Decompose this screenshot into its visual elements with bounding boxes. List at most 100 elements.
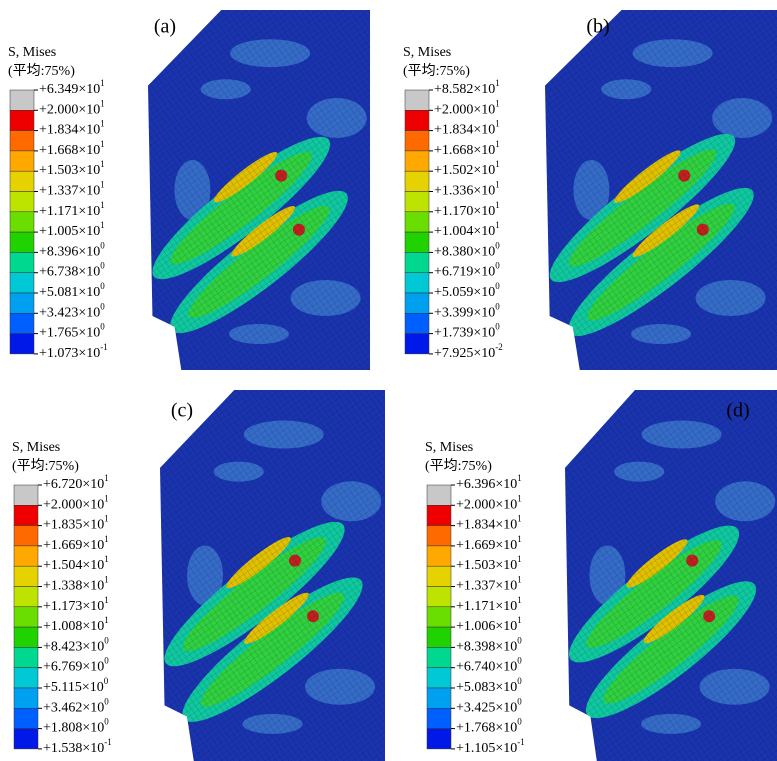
legend-mantissa: +8.423×10 [43, 640, 104, 655]
legend-swatch [426, 545, 452, 567]
legend-swatch [404, 191, 430, 213]
legend-exponent: 1 [104, 493, 109, 503]
panel-label: (a) [154, 16, 176, 38]
legend-label: +2.000×101 [43, 493, 109, 512]
mesh [565, 390, 777, 761]
legend-mantissa: +1.835×10 [43, 518, 104, 533]
legend-label: +3.425×100 [456, 696, 522, 715]
legend-mantissa: +1.170×10 [434, 204, 495, 219]
contour-plot [160, 390, 385, 761]
legend-mantissa: +8.380×10 [434, 245, 495, 260]
legend-exponent: 1 [517, 534, 522, 544]
legend-exponent: 1 [495, 159, 500, 169]
legend-label: +6.740×100 [456, 656, 522, 675]
mesh [545, 10, 777, 370]
legend-label: +6.769×100 [43, 656, 109, 675]
legend-exponent: 0 [517, 656, 522, 666]
legend-mantissa: +6.769×10 [43, 660, 104, 675]
legend-exponent: 1 [100, 139, 105, 149]
legend-mantissa: +2.000×10 [43, 498, 104, 513]
legend-mantissa: +1.834×10 [39, 123, 100, 138]
legend-label: +1.004×101 [434, 220, 500, 239]
legend-mantissa: +1.503×10 [39, 163, 100, 178]
legend-exponent: 1 [100, 119, 105, 129]
legend-mantissa: +6.738×10 [39, 265, 100, 280]
legend-swatch [13, 647, 39, 668]
legend-mantissa: +5.083×10 [456, 680, 517, 695]
legend-swatch [404, 231, 430, 253]
legend-exponent: 1 [104, 554, 109, 564]
legend-exponent: -1 [104, 737, 112, 747]
legend-mantissa: +6.740×10 [456, 660, 517, 675]
legend-mantissa: +1.739×10 [434, 326, 495, 341]
legend-mantissa: +1.105×10 [456, 741, 517, 756]
legend-swatch [9, 292, 35, 314]
legend-swatch [426, 626, 452, 648]
legend-swatch [13, 545, 39, 567]
legend-swatch [13, 505, 39, 526]
legend-exponent: -1 [100, 342, 108, 352]
legend-swatch [426, 647, 452, 668]
legend-exponent: 1 [104, 595, 109, 605]
legend-label: +2.000×101 [434, 98, 500, 117]
legend-swatch [426, 606, 452, 628]
legend-label: +1.834×101 [39, 119, 105, 138]
legend-swatch [9, 252, 35, 273]
legend-exponent: 1 [517, 514, 522, 524]
legend-swatch [9, 191, 35, 213]
contour-plot [545, 10, 777, 370]
mesh [160, 390, 385, 761]
legend-mantissa: +1.173×10 [43, 599, 104, 614]
legend-swatch [13, 484, 39, 506]
legend-subtitle: (平均:75%) [8, 63, 75, 79]
legend-exponent: 1 [517, 473, 522, 483]
legend-swatch [404, 170, 430, 192]
legend-swatch [404, 333, 430, 355]
legend-exponent: 0 [104, 676, 109, 686]
legend-label: +1.503×101 [456, 554, 522, 573]
legend-label: +6.738×100 [39, 261, 105, 280]
legend-exponent: 0 [100, 261, 105, 271]
legend-exponent: 1 [104, 534, 109, 544]
legend-exponent: 1 [100, 159, 105, 169]
legend-mantissa: +6.396×10 [456, 477, 517, 492]
legend-swatch [426, 505, 452, 526]
legend-swatch [404, 110, 430, 131]
legend-label: +1.668×101 [39, 139, 105, 158]
legend-exponent: 1 [104, 514, 109, 524]
legend-exponent: 1 [517, 615, 522, 625]
legend-label: +5.059×100 [434, 281, 500, 300]
legend-exponent: -2 [495, 342, 503, 352]
legend-mantissa: +5.081×10 [39, 285, 100, 300]
legend-exponent: 1 [517, 554, 522, 564]
legend-swatch [404, 150, 430, 172]
legend-exponent: 1 [495, 139, 500, 149]
legend-exponent: 1 [100, 200, 105, 210]
legend-swatch [9, 89, 35, 111]
panel-label: (b) [586, 16, 609, 38]
legend-exponent: 0 [100, 301, 105, 311]
legend-label: +1.808×100 [43, 717, 109, 736]
legend-label: +3.423×100 [39, 301, 105, 320]
legend-exponent: 1 [100, 98, 105, 108]
legend-mantissa: +1.006×10 [456, 619, 517, 634]
legend-mantissa: +1.504×10 [43, 558, 104, 573]
panel: (d)S, Mises(平均:75%)+6.396×101+2.000×101+… [425, 390, 777, 761]
legend-swatch [13, 525, 39, 547]
legend-swatch [426, 586, 452, 608]
legend-label: +6.720×101 [43, 473, 109, 492]
legend-subtitle: (平均:75%) [425, 458, 492, 474]
legend-exponent: 0 [100, 281, 105, 291]
legend-mantissa: +3.399×10 [434, 306, 495, 321]
legend-mantissa: +3.423×10 [39, 306, 100, 321]
legend-exponent: 1 [495, 98, 500, 108]
legend-label: +1.834×101 [434, 119, 500, 138]
legend-exponent: 0 [104, 656, 109, 666]
legend-label: +1.171×101 [39, 200, 105, 219]
legend-mantissa: +1.337×10 [39, 184, 100, 199]
legend-mantissa: +1.503×10 [456, 558, 517, 573]
legend-exponent: 1 [495, 78, 500, 88]
legend-exponent: 1 [495, 200, 500, 210]
legend-label: +8.582×101 [434, 78, 500, 97]
panel-label: (c) [171, 400, 193, 422]
